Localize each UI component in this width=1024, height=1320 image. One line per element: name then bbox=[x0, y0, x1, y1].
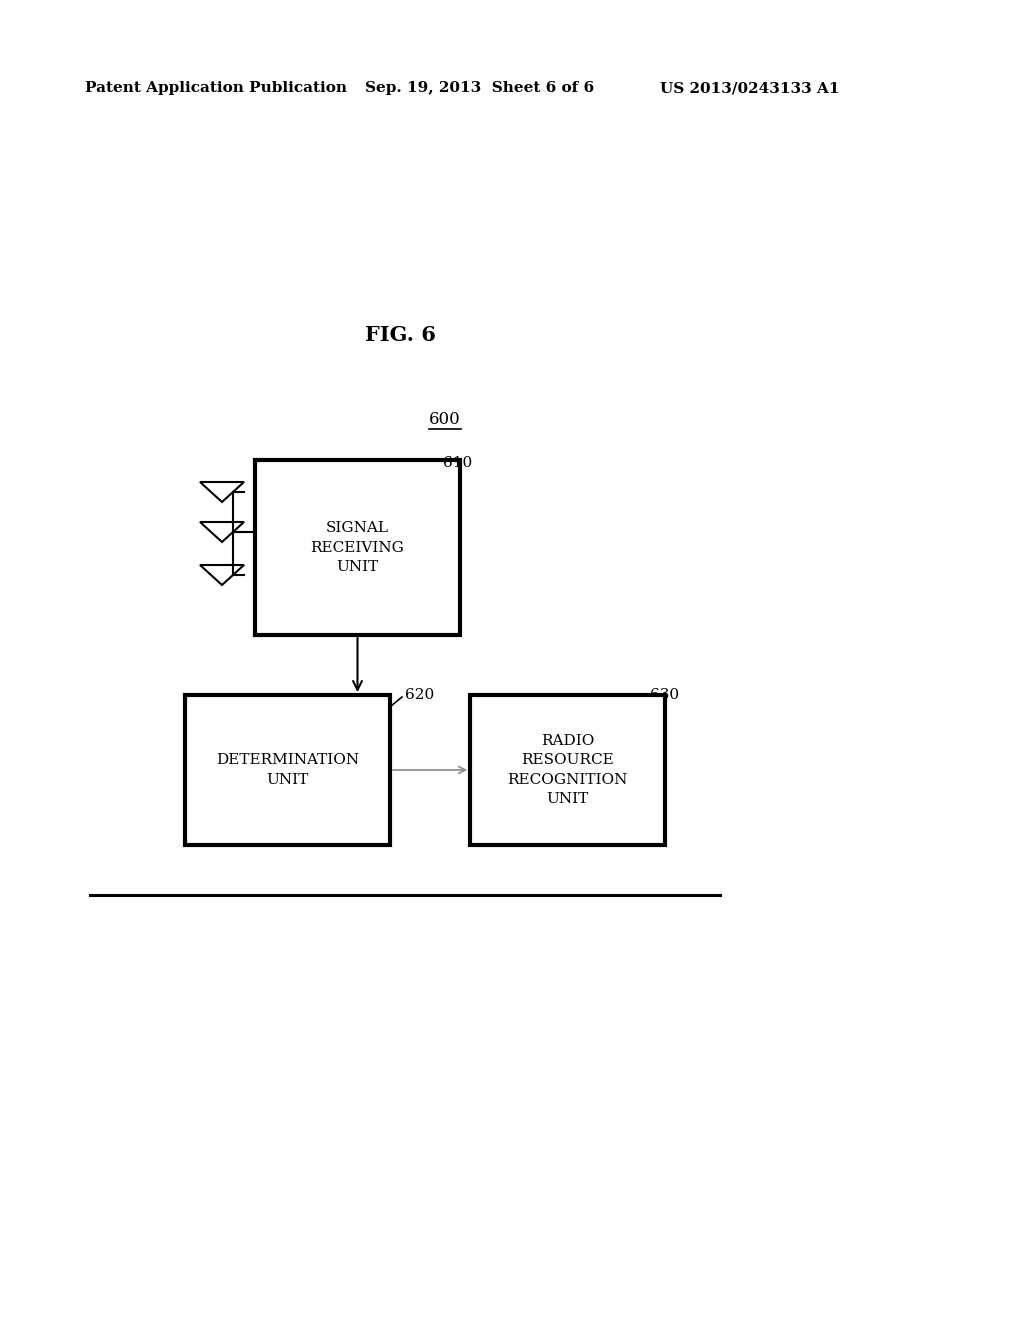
Text: DETERMINATION
UNIT: DETERMINATION UNIT bbox=[216, 754, 359, 787]
Text: 620: 620 bbox=[406, 688, 434, 702]
Text: 630: 630 bbox=[650, 688, 679, 702]
Bar bbox=[255, 459, 460, 635]
Text: RADIO
RESOURCE
RECOGNITION
UNIT: RADIO RESOURCE RECOGNITION UNIT bbox=[507, 734, 628, 807]
Bar bbox=[470, 696, 665, 845]
Text: FIG. 6: FIG. 6 bbox=[365, 325, 435, 345]
Bar bbox=[185, 696, 390, 845]
Text: 610: 610 bbox=[443, 455, 472, 470]
Text: Patent Application Publication: Patent Application Publication bbox=[85, 81, 347, 95]
Text: 600: 600 bbox=[429, 412, 461, 429]
Text: Sep. 19, 2013  Sheet 6 of 6: Sep. 19, 2013 Sheet 6 of 6 bbox=[365, 81, 594, 95]
Text: US 2013/0243133 A1: US 2013/0243133 A1 bbox=[660, 81, 840, 95]
Text: SIGNAL
RECEIVING
UNIT: SIGNAL RECEIVING UNIT bbox=[310, 521, 404, 574]
